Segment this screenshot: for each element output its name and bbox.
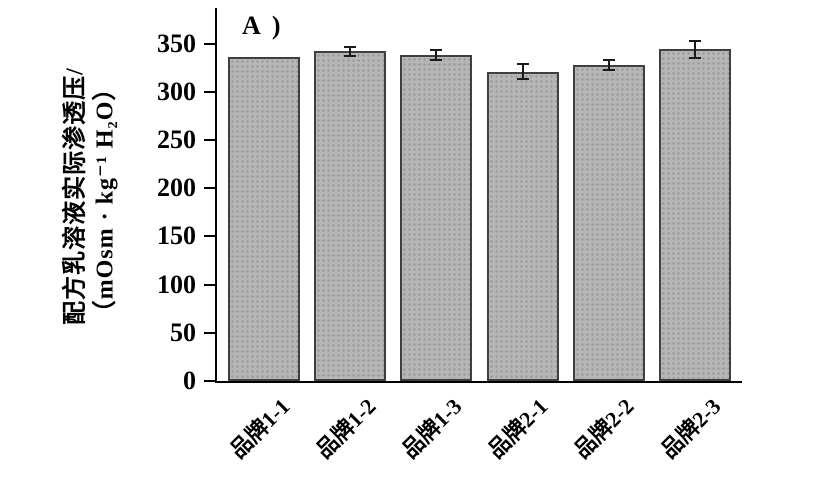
x-axis-category-label: 品牌2-3: [655, 393, 726, 464]
y-axis-tick-label: 250: [157, 125, 196, 155]
error-bar-cap-top: [602, 59, 615, 62]
error-bar-stem: [607, 60, 610, 70]
bar: [486, 71, 559, 381]
y-axis-tick: [204, 187, 215, 190]
error-bar-cap-top: [516, 62, 529, 65]
error-bar-cap-top: [344, 45, 357, 48]
panel-label: A ): [242, 11, 284, 40]
bar: [400, 55, 473, 381]
error-bar-stem: [694, 40, 696, 59]
y-axis-tick-label: 150: [157, 221, 196, 251]
y-axis-tick: [204, 235, 215, 238]
bar: [228, 57, 300, 381]
x-axis-line: [215, 381, 742, 383]
y-axis-tick: [204, 42, 215, 45]
x-axis-category-label: 品牌1-1: [224, 393, 295, 464]
y-axis-tick-label: 200: [157, 173, 196, 203]
error-bar-stem: [521, 63, 524, 80]
y-axis-tick: [204, 90, 215, 93]
y-axis-tick: [204, 283, 215, 286]
error-bar-stem: [349, 46, 352, 57]
error-bar-cap-bottom: [689, 57, 701, 60]
y-axis-tick: [204, 380, 215, 382]
error-bar-cap-top: [689, 39, 701, 42]
y-axis-tick-label: 300: [157, 76, 196, 106]
y-axis-tick-label: 50: [170, 317, 196, 347]
x-axis-category-label: 品牌2-2: [569, 393, 640, 464]
error-bar-cap-bottom: [344, 55, 357, 58]
error-bar-cap-bottom: [516, 78, 529, 81]
y-axis-tick: [204, 331, 215, 334]
bar: [572, 64, 645, 381]
error-bar-cap-top: [430, 49, 443, 52]
x-axis-category-label: 品牌2-1: [483, 393, 553, 464]
y-axis-tick-label: 0: [183, 366, 196, 395]
y-axis-line: [215, 8, 217, 383]
x-axis-category-label: 品牌1-2: [310, 393, 381, 464]
y-axis-tick: [204, 139, 215, 142]
y-axis-tick-label: 100: [157, 269, 196, 299]
error-bar-cap-bottom: [430, 59, 443, 62]
error-bar-cap-bottom: [602, 68, 615, 71]
error-bar-stem: [435, 50, 438, 61]
bar: [659, 49, 731, 381]
x-axis-category-label: 品牌1-3: [397, 393, 467, 464]
bar: [314, 51, 387, 381]
y-axis-tick-label: 350: [157, 28, 196, 58]
